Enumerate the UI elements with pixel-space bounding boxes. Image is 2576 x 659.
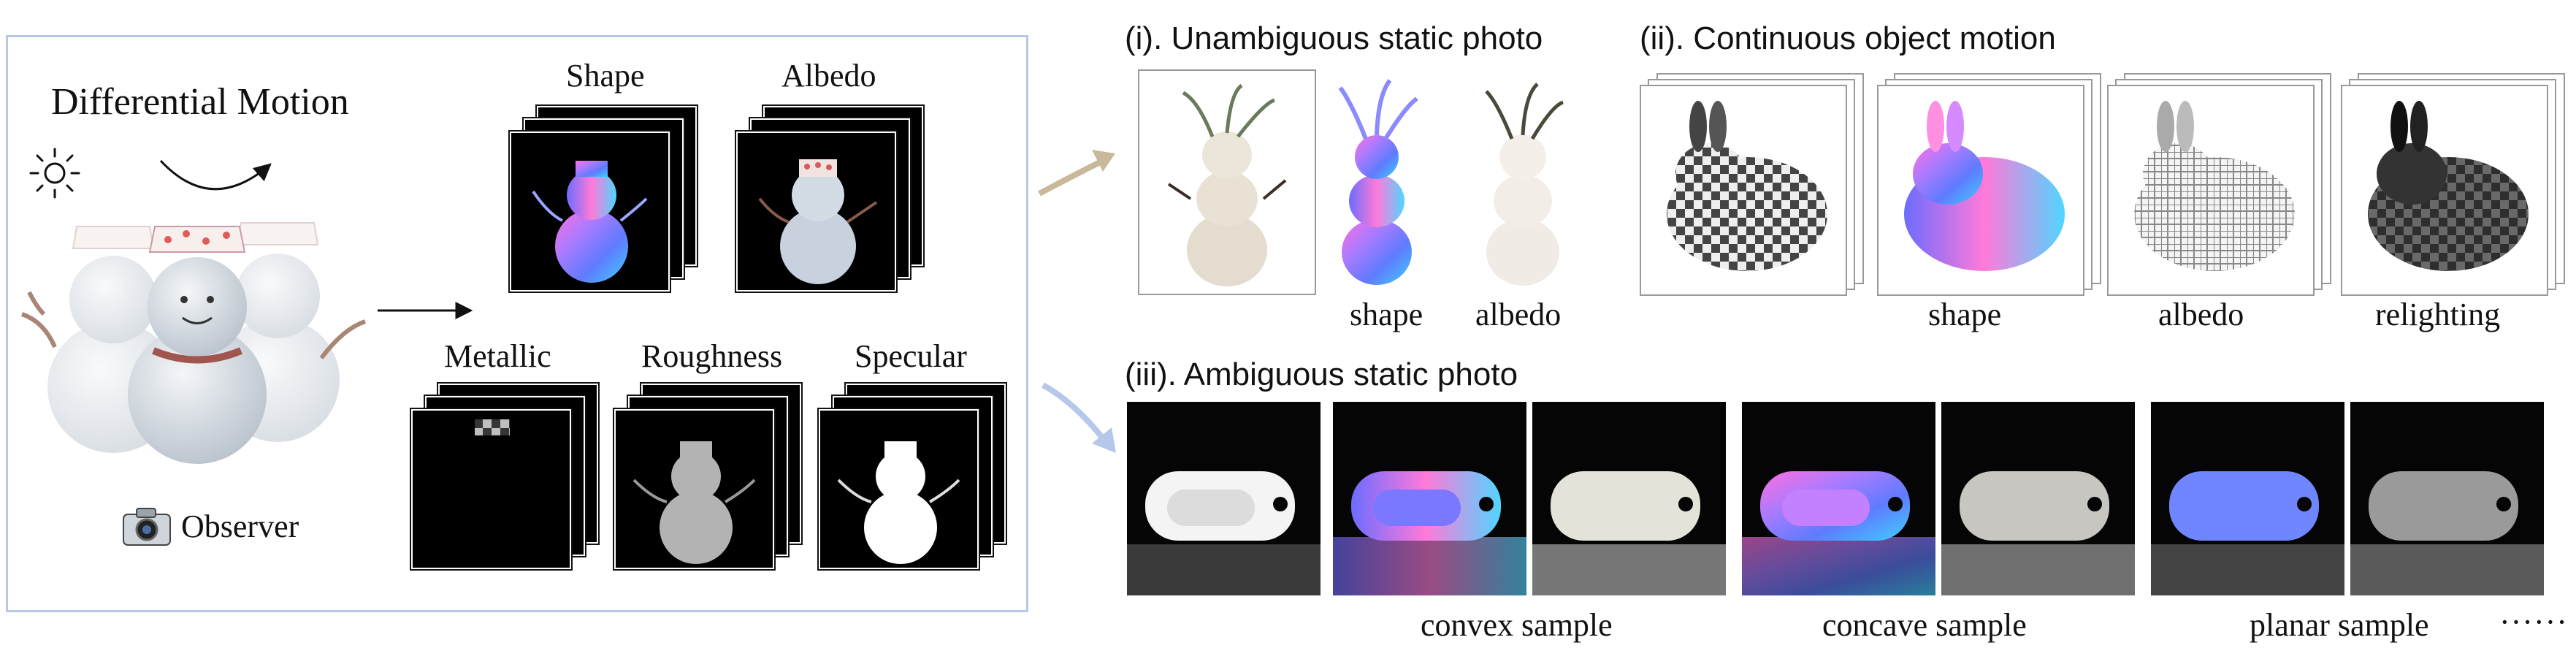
section-i-albedo-image — [1475, 73, 1570, 292]
motion-arrow-icon — [159, 159, 272, 191]
planar-shape-image — [2151, 402, 2344, 595]
section-iii-input-photo — [1127, 402, 1321, 595]
section-ii-title: (ii). Continuous object motion — [1640, 20, 2056, 56]
section-ii-relighting-label: relighting — [2375, 297, 2501, 332]
section-i-shape-image — [1333, 73, 1421, 292]
planar-albedo-image — [2350, 402, 2544, 595]
convex-sample-label: convex sample — [1421, 607, 1613, 643]
left-panel-title: Differential Motion — [51, 81, 349, 123]
section-iii-title: (iii). Ambiguous static photo — [1125, 357, 1518, 392]
observer-label: Observer — [181, 508, 299, 544]
section-i-albedo-label: albedo — [1475, 297, 1562, 332]
snowmen-illustration — [20, 222, 367, 464]
stack-label-metallic: Metallic — [444, 338, 551, 374]
planar-sample-label: planar sample — [2250, 607, 2429, 643]
ellipsis-label: ······ — [2499, 604, 2568, 640]
section-i-title: (i). Unambiguous static photo — [1125, 20, 1543, 56]
camera-icon — [123, 508, 171, 546]
concave-albedo-image — [1941, 402, 2135, 595]
section-ii-shape-label: shape — [1928, 297, 2002, 332]
stack-label-specular: Specular — [855, 338, 967, 374]
concave-shape-image — [1742, 402, 1935, 595]
stack-label-roughness: Roughness — [641, 338, 783, 374]
section-i-shape-label: shape — [1350, 297, 1423, 332]
convex-shape-image — [1333, 402, 1526, 595]
arrow-icon — [378, 302, 473, 319]
stack-label-shape: Shape — [566, 58, 645, 94]
convex-albedo-image — [1532, 402, 1726, 595]
stack-label-albedo: Albedo — [781, 58, 876, 94]
concave-sample-label: concave sample — [1822, 607, 2027, 643]
arrow-to-section-i-icon — [1038, 150, 1115, 197]
sun-icon — [29, 148, 80, 199]
section-ii-albedo-label: albedo — [2158, 297, 2244, 332]
arrow-to-section-iii-icon — [1042, 382, 1116, 453]
section-i-photo — [1138, 69, 1316, 295]
